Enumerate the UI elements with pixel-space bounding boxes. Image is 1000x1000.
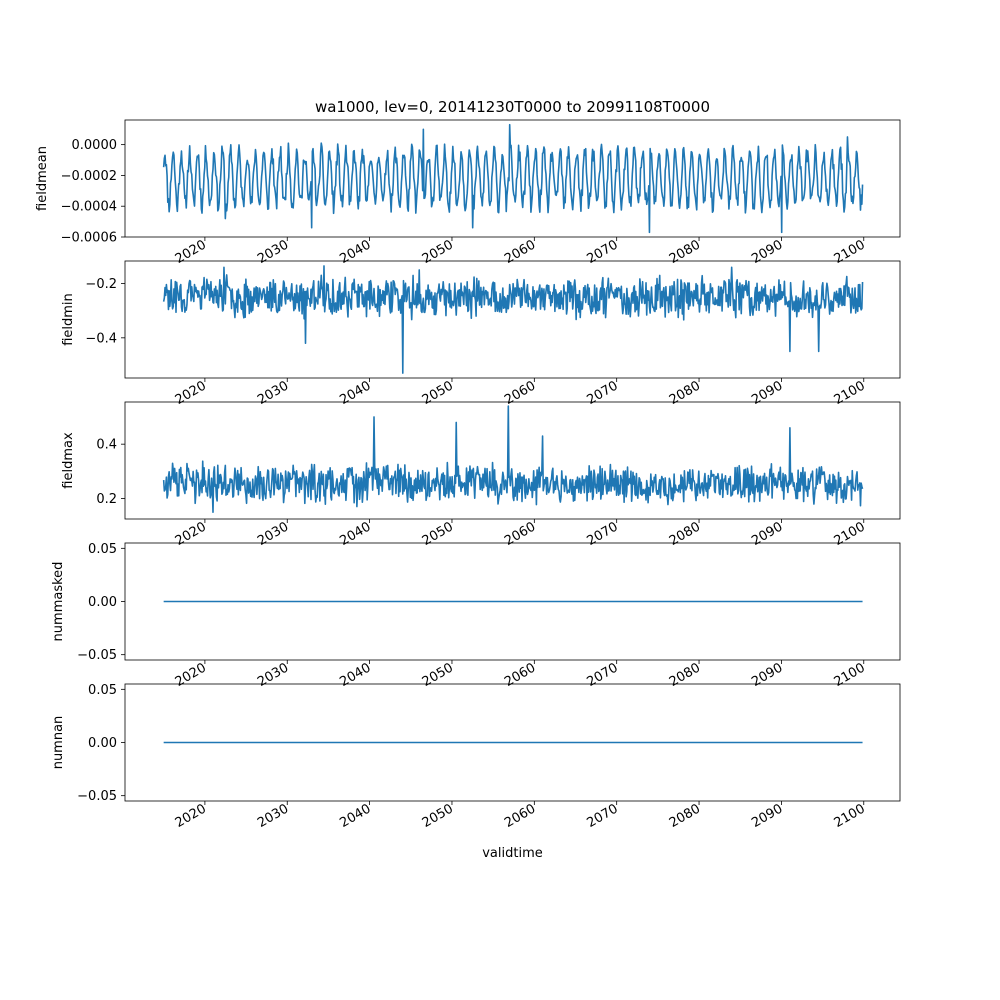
series-line-fieldmean [162,123,864,234]
x-tick-label-fieldmin: 2050 [420,378,456,408]
axes-frame-fieldmean [124,119,901,238]
x-tick-label-numnan: 2100 [832,801,868,831]
x-tick-label-fieldmean: 2100 [832,237,868,267]
x-tick-label-fieldmin: 2080 [667,378,703,408]
x-tick-label-numnan: 2050 [420,801,456,831]
x-tick-label-nummasked: 2070 [585,660,621,690]
x-axis-label: validtime [482,846,543,861]
subplot-panels: 0.0000 −0.0002 −0.0004 −0.0006 2020 2030 2040 2… [35,119,901,831]
y-tick-label-numnan: 0.05 [88,683,117,698]
x-tick-label-numnan: 2030 [255,801,291,831]
x-tick-label-numnan: 2040 [337,801,373,831]
x-tick-label-nummasked: 2060 [502,660,538,690]
y-tick-label-fieldmean: −0.0006 [61,231,117,246]
x-tick-label-fieldmax: 2020 [173,519,209,549]
x-tick-label-nummasked: 2020 [173,660,209,690]
x-tick-label-fieldmax: 2100 [832,519,868,549]
y-axis-label-fieldmin: fieldmin [61,293,76,346]
x-tick-label-fieldmin: 2020 [173,378,209,408]
x-tick-label-nummasked: 2040 [337,660,373,690]
x-tick-label-fieldmean: 2060 [502,237,538,267]
x-tick-label-fieldmax: 2030 [255,519,291,549]
x-tick-label-nummasked: 2050 [420,660,456,690]
x-tick-label-fieldmean: 2020 [173,237,209,267]
x-tick-label-fieldmin: 2090 [749,378,785,408]
y-tick-label-fieldmin: −0.4 [85,331,117,346]
axes-frame-fieldmin [124,260,901,379]
series-line-fieldmax [162,405,864,513]
x-tick-label-fieldmean: 2050 [420,237,456,267]
x-tick-label-fieldmin: 2100 [832,378,868,408]
y-tick-label-nummasked: 0.00 [88,595,117,610]
series-line-fieldmin [162,265,864,374]
x-tick-label-fieldmin: 2030 [255,378,291,408]
axes-frame-fieldmax [124,401,901,520]
x-tick-label-fieldmean: 2040 [337,237,373,267]
x-tick-label-fieldmin: 2040 [337,378,373,408]
y-tick-label-numnan: 0.00 [88,736,117,751]
subplot-fieldmin: −0.2 −0.4 2020 2030 2040 2050 2060 2070 2080 2090… [61,260,901,408]
y-axis-label-fieldmax: fieldmax [61,432,76,489]
x-tick-label-fieldmax: 2080 [667,519,703,549]
y-tick-label-nummasked: 0.05 [88,542,117,557]
x-tick-label-fieldmax: 2060 [502,519,538,549]
x-tick-label-fieldmean: 2080 [667,237,703,267]
subplot-fieldmean: 0.0000 −0.0002 −0.0004 −0.0006 2020 2030 2040 2… [35,119,901,267]
x-tick-label-fieldmean: 2070 [585,237,621,267]
y-tick-label-fieldmean: −0.0004 [61,200,117,215]
x-tick-label-fieldmax: 2040 [337,519,373,549]
chart-title: wa1000, lev=0, 20141230T0000 to 20991108… [315,98,710,116]
y-axis-label-nummasked: nummasked [51,562,66,642]
x-tick-label-fieldmax: 2070 [585,519,621,549]
y-axis-label-numnan: numnan [51,716,66,770]
y-tick-label-numnan: −0.05 [77,789,117,804]
y-axis-label-fieldmean: fieldmean [35,146,50,211]
subplot-fieldmax: 0.2 0.4 2020 2030 2040 2050 2060 2070 2080 2090 21… [61,401,901,549]
x-tick-label-fieldmax: 2050 [420,519,456,549]
y-tick-label-fieldmax: 0.2 [96,492,117,507]
x-tick-label-numnan: 2020 [173,801,209,831]
y-tick-label-nummasked: −0.05 [77,648,117,663]
x-tick-label-fieldmean: 2030 [255,237,291,267]
x-tick-label-numnan: 2070 [585,801,621,831]
x-tick-label-nummasked: 2100 [832,660,868,690]
x-tick-label-nummasked: 2080 [667,660,703,690]
x-tick-label-fieldmax: 2090 [749,519,785,549]
x-tick-label-fieldmean: 2090 [749,237,785,267]
x-tick-label-nummasked: 2030 [255,660,291,690]
y-tick-label-fieldmin: −0.2 [85,277,117,292]
x-tick-label-numnan: 2060 [502,801,538,831]
y-tick-label-fieldmean: −0.0002 [61,169,117,184]
x-tick-label-nummasked: 2090 [749,660,785,690]
subplot-nummasked: 0.05 0.00 −0.05 2020 2030 2040 2050 2060 2070 208… [51,542,901,690]
x-tick-label-fieldmin: 2070 [585,378,621,408]
subplot-numnan: 0.05 0.00 −0.05 2020 2030 2040 2050 2060 2070 208… [51,683,901,831]
x-tick-label-numnan: 2080 [667,801,703,831]
x-tick-label-fieldmin: 2060 [502,378,538,408]
x-tick-label-numnan: 2090 [749,801,785,831]
y-tick-label-fieldmax: 0.4 [96,438,117,453]
y-tick-label-fieldmean: 0.0000 [72,138,118,153]
